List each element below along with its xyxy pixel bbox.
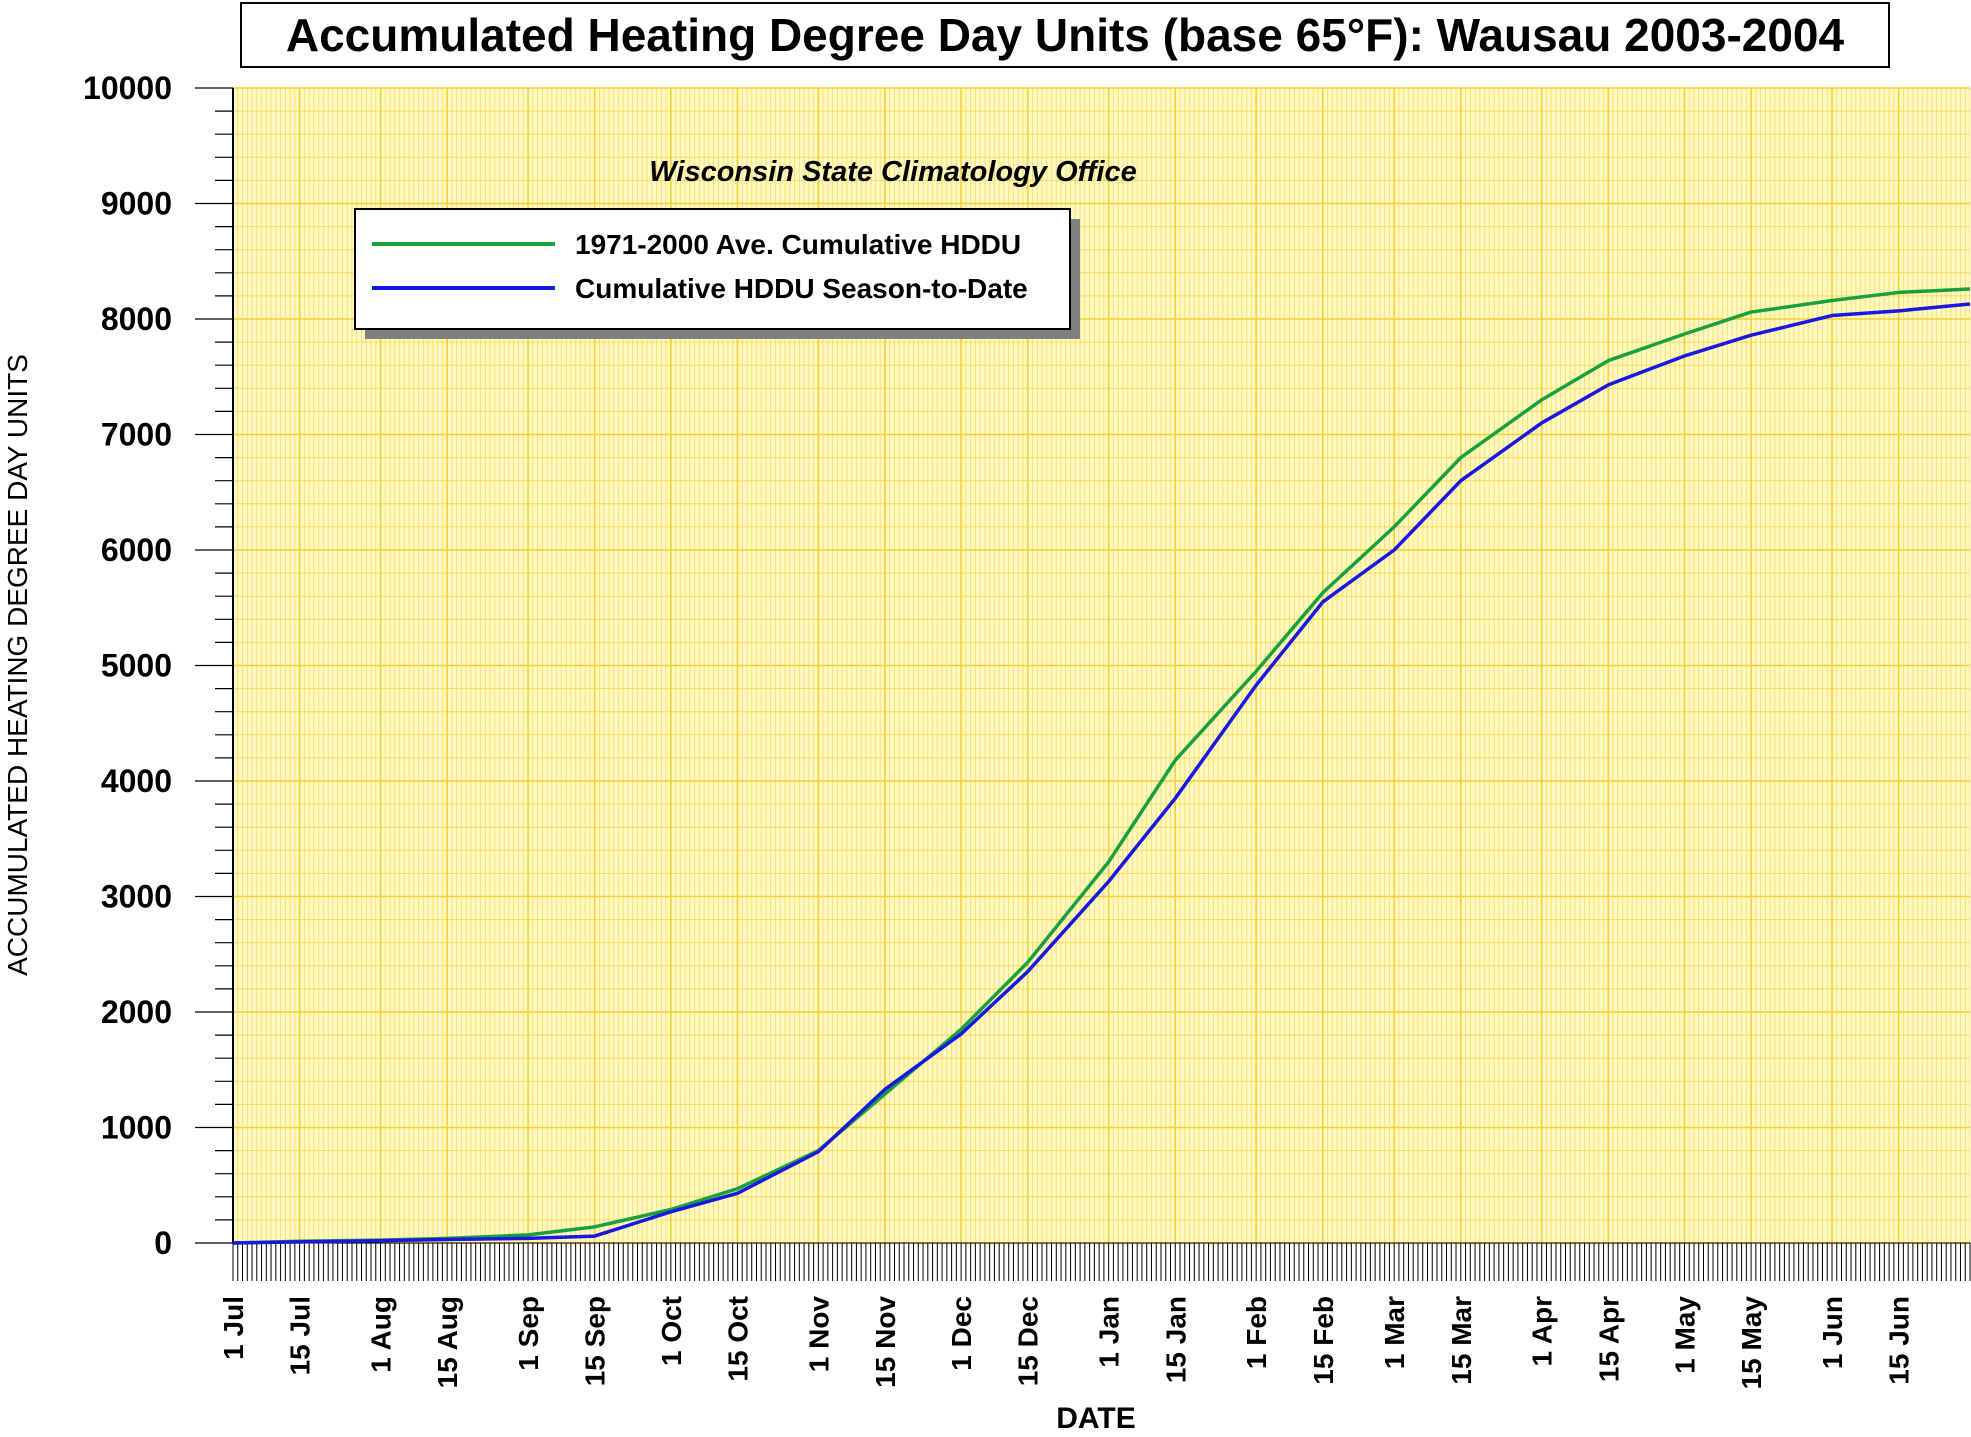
y-tick-label: 7000 xyxy=(101,417,172,453)
x-tick-label: 1 Dec xyxy=(946,1296,977,1371)
chart-subtitle: Wisconsin State Climatology Office xyxy=(649,156,1136,188)
y-tick-label: 1000 xyxy=(101,1110,172,1146)
x-tick-label: 15 Mar xyxy=(1446,1296,1477,1385)
y-axis-ticks: 0 1000 2000 3000 4000 5000 6000 7000 8000 9000 100… xyxy=(83,70,233,1261)
x-tick-label: 1 Oct xyxy=(656,1296,687,1366)
chart-title: Accumulated Heating Degree Day Units (ba… xyxy=(286,9,1845,61)
x-tick-label: 15 Nov xyxy=(870,1296,901,1388)
major-gridlines-y xyxy=(233,87,1970,1244)
legend-label-season: Cumulative HDDU Season-to-Date xyxy=(575,273,1028,304)
x-tick-label: 15 Jan xyxy=(1160,1296,1191,1383)
x-tick-label: 1 Apr xyxy=(1527,1296,1558,1367)
x-tick-label: 15 May xyxy=(1736,1296,1767,1390)
legend-frame xyxy=(354,208,1071,330)
y-axis-label: ACCUMULATED HEATING DEGREE DAY UNITS xyxy=(2,354,33,976)
y-tick-label: 8000 xyxy=(101,301,172,337)
x-tick-label: 15 Feb xyxy=(1308,1296,1339,1385)
x-tick-label: 1 Jul xyxy=(218,1296,249,1360)
y-tick-label: 0 xyxy=(154,1225,172,1261)
y-tick-label: 3000 xyxy=(101,879,172,915)
x-axis-ticks: 1 Jul 15 Jul 1 Aug 15 Aug 1 Sep 15 Sep 1 Oct 15… xyxy=(218,1243,1971,1390)
x-tick-label: 1 Nov xyxy=(803,1296,834,1373)
legend: 1971-2000 Ave. Cumulative HDDU Cumulativ… xyxy=(354,208,1080,339)
x-tick-label: 1 Mar xyxy=(1379,1296,1410,1369)
title-frame xyxy=(240,2,1890,68)
series-lines xyxy=(232,287,1971,1245)
x-tick-label: 15 Aug xyxy=(432,1296,463,1388)
x-tick-label: 1 Feb xyxy=(1241,1296,1272,1369)
x-tick-label: 15 Dec xyxy=(1013,1296,1044,1386)
x-tick-label: 1 Jan xyxy=(1094,1296,1125,1368)
x-tick-label: 15 Sep xyxy=(580,1296,611,1386)
x-tick-label: 15 Jun xyxy=(1884,1296,1915,1385)
y-tick-label: 9000 xyxy=(101,186,172,222)
y-tick-label: 6000 xyxy=(101,532,172,568)
x-tick-label: 1 May xyxy=(1669,1296,1700,1374)
y-tick-label: 5000 xyxy=(101,648,172,684)
x-axis-label: DATE xyxy=(1056,1402,1135,1435)
y-tick-label: 4000 xyxy=(101,763,172,799)
x-tick-label: 1 Sep xyxy=(513,1296,544,1371)
x-tick-label: 1 Aug xyxy=(366,1296,397,1373)
x-tick-label: 15 Apr xyxy=(1593,1296,1624,1382)
chart-title-box: Accumulated Heating Degree Day Units (ba… xyxy=(240,2,1890,68)
y-tick-label: 2000 xyxy=(101,994,172,1030)
y-tick-label: 10000 xyxy=(83,70,172,106)
x-tick-label: 1 Jun xyxy=(1817,1296,1848,1369)
x-tick-label: 15 Jul xyxy=(285,1296,316,1375)
legend-label-average: 1971-2000 Ave. Cumulative HDDU xyxy=(575,229,1021,260)
x-tick-label: 15 Oct xyxy=(722,1296,753,1382)
